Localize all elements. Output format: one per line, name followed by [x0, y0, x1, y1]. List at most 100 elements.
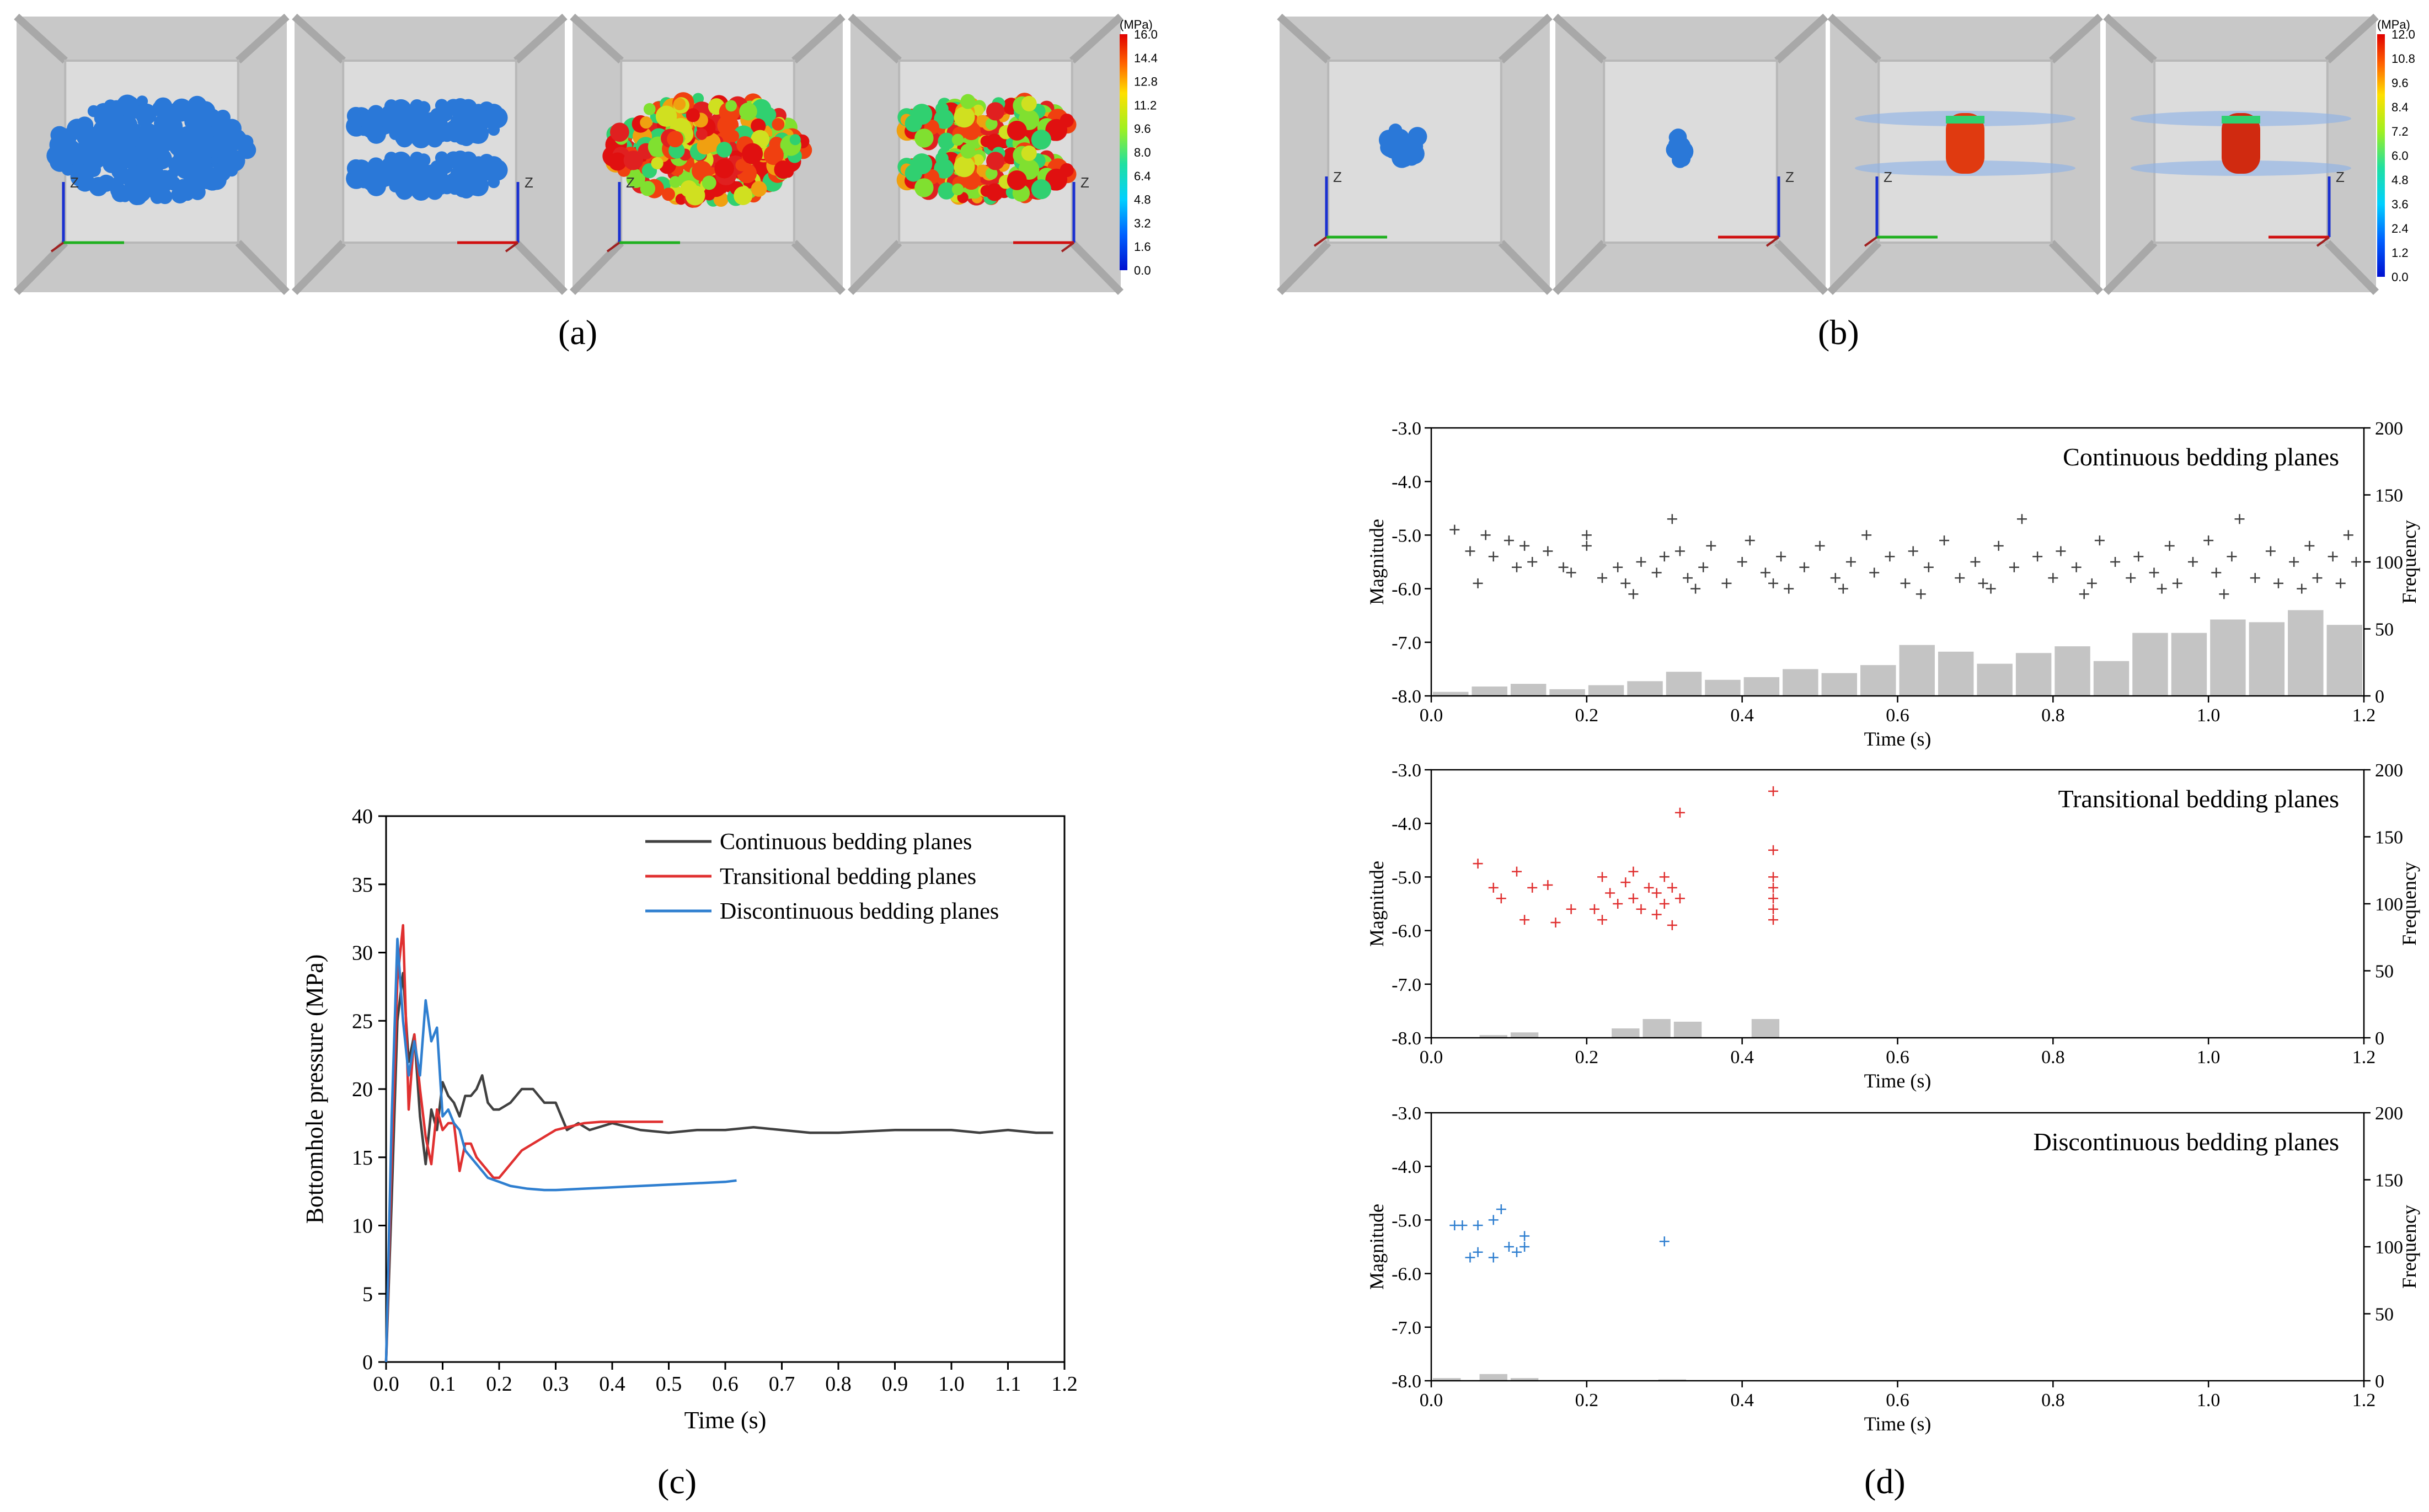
event-marker — [1667, 882, 1677, 893]
y-tick-label: -4.0 — [1392, 1157, 1421, 1177]
y2-tick-label: 100 — [2375, 553, 2403, 573]
particle — [986, 102, 1005, 121]
y-tick-label: 15 — [352, 1146, 373, 1170]
box-edge — [1069, 240, 1123, 295]
y-tick-label: 5 — [362, 1283, 373, 1306]
y-tick-label: 20 — [352, 1078, 373, 1101]
y2-tick-label: 200 — [2375, 760, 2403, 781]
particle — [113, 142, 129, 159]
particle — [435, 151, 448, 165]
x-tick-label: 1.2 — [2352, 1390, 2376, 1411]
particle — [212, 162, 232, 182]
event-marker — [1628, 893, 1639, 904]
colorbar-a: (MPa)16.0 14.4 12.8 11.2 9.6 8.0 6.4 4.8 3.2 1.6 0… — [1120, 18, 1158, 277]
y-tick-label: -8.0 — [1392, 1028, 1421, 1049]
stress-core — [2222, 113, 2260, 174]
panel-title: Discontinuous bedding planes — [2034, 1128, 2340, 1156]
event-marker — [1512, 562, 1522, 572]
colorbar-tick: 12.0 — [2391, 28, 2415, 41]
event-marker — [1636, 904, 1646, 914]
x-tick-label: 0.3 — [543, 1372, 569, 1396]
y2-tick-label: 50 — [2375, 620, 2394, 640]
event-marker — [1916, 589, 1926, 599]
y2-tick-label: 0 — [2375, 1371, 2384, 1392]
event-marker — [1473, 1247, 1483, 1257]
particle — [739, 102, 757, 121]
chart-d-microseismic: 0.0 0.2 0.4 0.6 0.8 1.0 1.2 -8.0 -7.0 -6.0 -5.0 -4.… — [1366, 419, 2420, 1435]
particle — [156, 136, 168, 148]
event-marker — [1488, 1252, 1499, 1263]
particle — [751, 181, 767, 197]
event-marker — [2172, 578, 2182, 588]
colorbar-tick: 6.4 — [1134, 169, 1151, 183]
event-marker — [1674, 546, 1685, 556]
particle — [911, 153, 933, 175]
event-marker — [2016, 514, 2027, 524]
particle — [954, 106, 975, 128]
particle — [667, 131, 684, 148]
x-tick-label: 0.8 — [2041, 1047, 2065, 1068]
y-tick-label: -3.0 — [1392, 1103, 1421, 1124]
histogram-bar — [1673, 1021, 1702, 1038]
colorbar-tick: 3.2 — [1134, 216, 1151, 230]
particle — [685, 185, 705, 206]
particle — [741, 143, 763, 164]
triad-z-label: Z — [626, 174, 635, 191]
particle — [421, 112, 442, 133]
particle — [217, 133, 234, 149]
x-tick-label: 0.0 — [1420, 1390, 1443, 1411]
particle — [686, 108, 700, 122]
render-b-3: Z — [1827, 13, 2103, 295]
event-marker — [1496, 1204, 1506, 1214]
particle — [454, 127, 472, 146]
stress-cloud — [602, 92, 812, 208]
histogram-bar — [1612, 1028, 1640, 1038]
particle — [147, 186, 159, 199]
event-marker — [1512, 866, 1522, 877]
box-inner-edge — [342, 60, 517, 244]
particle — [1031, 130, 1051, 150]
colorbar-tick: 10.8 — [2391, 52, 2415, 66]
colorbar-tick: 1.2 — [2391, 246, 2409, 260]
event-marker — [1465, 1252, 1475, 1263]
x-tick-label: 0.8 — [825, 1372, 852, 1396]
histogram-bar — [2326, 625, 2362, 696]
event-marker — [1473, 859, 1483, 869]
particle — [662, 187, 675, 201]
histogram-bar — [1705, 679, 1741, 696]
particle — [985, 167, 998, 180]
y-tick-label: -6.0 — [1392, 1264, 1421, 1285]
histogram-bar — [2249, 622, 2285, 696]
event-marker — [1760, 567, 1770, 578]
particle — [88, 176, 108, 196]
event-marker — [1465, 546, 1475, 556]
colorbar-tick: 9.6 — [2391, 76, 2409, 90]
particle — [1669, 134, 1682, 147]
particle — [640, 181, 656, 196]
particle — [972, 154, 984, 166]
y2-axis-label: Frequency — [2398, 1205, 2420, 1289]
particle — [643, 103, 656, 115]
event-marker — [1745, 535, 1755, 546]
event-marker — [1512, 1247, 1522, 1257]
box-back-wall — [343, 61, 516, 243]
box-edge — [848, 240, 902, 295]
x-tick-label: 0.4 — [1730, 1390, 1754, 1411]
particle — [195, 101, 216, 121]
colorbar-tick: 1.6 — [1134, 240, 1151, 254]
core-top-edge — [1946, 116, 1984, 124]
particle — [626, 169, 645, 188]
colorbar-gradient — [1120, 34, 1127, 270]
y2-axis-label: Frequency — [2398, 520, 2420, 604]
particle — [980, 135, 993, 147]
event-marker — [1721, 578, 1732, 588]
event-marker — [1768, 904, 1779, 914]
y-tick-label: -7.0 — [1392, 633, 1421, 653]
histogram-bar — [1642, 1018, 1671, 1038]
x-tick-label: 0.8 — [2041, 1390, 2065, 1411]
particle — [692, 93, 704, 105]
stress-core — [1946, 113, 1984, 174]
box-edge — [791, 240, 846, 295]
particle — [655, 105, 677, 127]
